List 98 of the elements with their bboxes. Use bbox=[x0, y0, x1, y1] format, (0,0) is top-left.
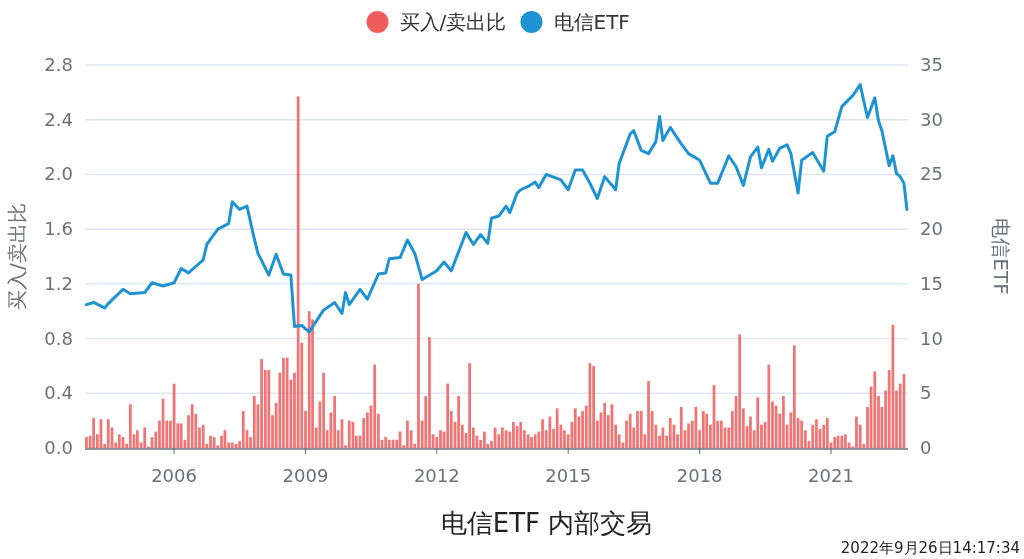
bar bbox=[719, 420, 723, 448]
y2-axis-title: 电信ETF bbox=[989, 218, 1013, 295]
bar bbox=[406, 420, 409, 448]
y-tick-label: 1.6 bbox=[44, 218, 73, 240]
text: 电信ETF 内部交易 bbox=[440, 508, 653, 538]
bar bbox=[128, 404, 132, 448]
bar bbox=[519, 422, 523, 448]
bar bbox=[555, 408, 559, 448]
bar bbox=[483, 431, 486, 448]
bar bbox=[548, 416, 552, 448]
x-tick-label: 2012 bbox=[413, 465, 460, 486]
bar bbox=[384, 437, 388, 448]
bar bbox=[526, 434, 530, 448]
bar bbox=[209, 435, 212, 448]
bar bbox=[603, 402, 607, 448]
bar bbox=[844, 434, 847, 448]
bar bbox=[252, 396, 256, 448]
y2-tick-label: 35 bbox=[920, 54, 943, 75]
bar bbox=[639, 411, 643, 448]
y-tick-label: 0.8 bbox=[44, 327, 73, 349]
bar bbox=[873, 371, 877, 448]
x-tick-label: 2009 bbox=[282, 465, 329, 486]
bar bbox=[333, 396, 337, 448]
bar bbox=[322, 372, 325, 448]
bar bbox=[628, 413, 632, 448]
y2-tick-label: 5 bbox=[920, 382, 932, 404]
bar bbox=[592, 365, 595, 448]
bar bbox=[241, 411, 245, 448]
bar bbox=[705, 413, 709, 448]
bar bbox=[117, 434, 121, 448]
bar bbox=[636, 411, 639, 448]
bar bbox=[201, 424, 205, 448]
y-tick-label: 2.0 bbox=[44, 163, 73, 185]
legend-label: 电信ETF bbox=[553, 10, 630, 34]
bar bbox=[530, 437, 533, 448]
bar bbox=[800, 420, 804, 448]
y2-tick-label: 10 bbox=[920, 327, 943, 349]
bar bbox=[296, 96, 300, 448]
bar bbox=[815, 419, 818, 448]
y2-tick-label: 30 bbox=[920, 108, 943, 130]
bar bbox=[468, 363, 472, 448]
x-tick-label: 2018 bbox=[676, 465, 723, 486]
bar bbox=[267, 370, 271, 448]
bar bbox=[501, 427, 504, 448]
bar bbox=[573, 408, 577, 448]
bar bbox=[92, 417, 95, 448]
legend-label: 买入/卖出比 bbox=[399, 10, 507, 34]
bar bbox=[282, 357, 285, 448]
bar bbox=[825, 417, 829, 448]
bar bbox=[428, 337, 431, 448]
bar bbox=[668, 417, 672, 448]
y2-tick-label: 15 bbox=[920, 272, 943, 294]
bar bbox=[417, 283, 420, 448]
bar bbox=[756, 397, 760, 448]
x-tick-label: 2015 bbox=[545, 465, 592, 486]
bar bbox=[792, 345, 796, 448]
bar bbox=[687, 423, 690, 448]
y2-tick-label: 0 bbox=[920, 437, 932, 458]
bar bbox=[457, 396, 460, 448]
bar bbox=[439, 430, 442, 448]
bar bbox=[190, 404, 194, 448]
y2-tick-label: 25 bbox=[920, 163, 943, 185]
bar bbox=[136, 430, 139, 448]
bar bbox=[143, 427, 147, 448]
bar bbox=[767, 364, 771, 448]
bar bbox=[738, 334, 742, 448]
bar bbox=[347, 420, 351, 448]
y-axis-title: 买入/卖出比 bbox=[5, 203, 29, 310]
bar bbox=[840, 435, 844, 448]
bar bbox=[855, 416, 858, 448]
y-tick-label: 0.0 bbox=[44, 437, 73, 458]
bar bbox=[541, 419, 544, 448]
bar bbox=[85, 437, 88, 448]
x-tick-label: 2006 bbox=[151, 465, 197, 486]
bar bbox=[230, 442, 234, 448]
bar bbox=[701, 411, 705, 448]
bar bbox=[512, 422, 515, 448]
x-tick-label: 2021 bbox=[808, 465, 854, 486]
bar bbox=[387, 439, 391, 448]
bar bbox=[647, 380, 650, 448]
y-tick-label: 2.8 bbox=[44, 54, 73, 75]
bar bbox=[260, 359, 263, 448]
bar bbox=[782, 396, 785, 448]
bar bbox=[106, 419, 110, 448]
bar bbox=[285, 357, 289, 448]
text: 2022年9月26日14:17:34 bbox=[840, 539, 1020, 557]
bar bbox=[179, 423, 183, 448]
y2-tick-label: 20 bbox=[920, 218, 943, 240]
y-tick-label: 0.4 bbox=[44, 382, 73, 404]
bar bbox=[679, 406, 683, 448]
bar bbox=[533, 434, 537, 448]
y-tick-label: 2.4 bbox=[44, 108, 73, 130]
bar bbox=[373, 364, 377, 448]
bar bbox=[749, 416, 752, 448]
bar bbox=[446, 383, 450, 448]
y-tick-label: 1.2 bbox=[44, 272, 73, 294]
bar bbox=[212, 437, 216, 448]
bar bbox=[307, 311, 311, 448]
